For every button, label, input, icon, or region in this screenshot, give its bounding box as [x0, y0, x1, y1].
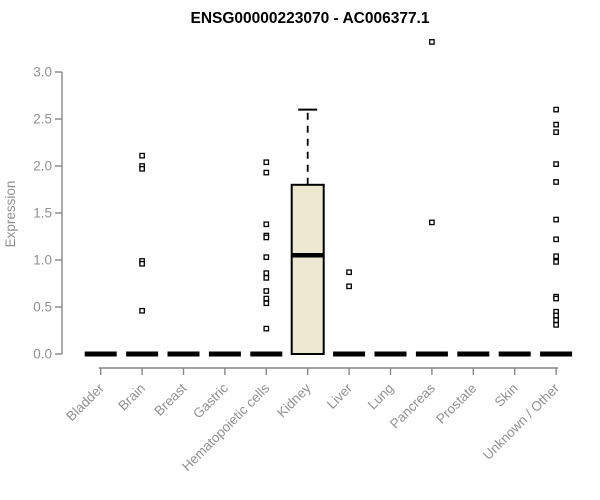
x-tick-label: Bladder: [63, 380, 107, 424]
outlier-point: [263, 295, 270, 302]
x-tick-label: Gastric: [190, 380, 231, 421]
y-tick-label: 3.0: [33, 65, 52, 80]
x-tick-label: Lung: [365, 381, 397, 413]
y-tick-label: 1.0: [33, 253, 52, 268]
outlier-point: [263, 325, 270, 332]
outlier-point: [553, 236, 559, 243]
outlier-point: [263, 288, 270, 294]
outlier-point: [346, 269, 352, 276]
outlier-point: [553, 259, 559, 265]
outlier-point: [553, 161, 559, 167]
outlier-point: [553, 322, 559, 328]
x-tick-label: Skin: [492, 381, 521, 410]
x-tick-label: Brain: [115, 381, 148, 414]
outlier-point: [553, 295, 559, 302]
y-tick-label: 0.0: [33, 347, 52, 362]
outlier-point: [346, 283, 352, 290]
box-kidney: [290, 183, 325, 355]
outlier-point: [263, 275, 270, 281]
y-tick-label: 0.5: [33, 300, 52, 315]
outlier-point: [139, 307, 145, 314]
y-tick-label: 2.5: [33, 112, 52, 127]
outlier-point: [553, 253, 559, 260]
outlier-point: [429, 39, 435, 45]
x-tick-label: Prostate: [433, 381, 479, 427]
outlier-point: [263, 169, 270, 176]
outlier-point: [263, 159, 270, 166]
outlier-point: [553, 317, 559, 324]
outlier-point: [553, 179, 559, 185]
y-tick-label: 1.5: [33, 206, 52, 221]
y-axis-label: Expression: [3, 181, 18, 248]
outlier-point: [263, 234, 270, 241]
outlier-point: [139, 152, 145, 159]
x-tick-label: Breast: [151, 380, 189, 418]
y-tick-label: 2.0: [33, 159, 52, 174]
outlier-point: [263, 254, 270, 261]
outlier-point: [139, 260, 145, 267]
outlier-point: [553, 216, 559, 223]
outlier-point: [429, 219, 435, 226]
chart-title: ENSG00000223070 - AC006377.1: [191, 10, 430, 27]
x-tick-label: Kidney: [274, 380, 314, 420]
outlier-point: [263, 300, 270, 307]
outlier-point: [553, 312, 559, 319]
outlier-point: [553, 121, 559, 128]
x-tick-label: Pancreas: [387, 380, 438, 431]
outlier-point: [263, 270, 270, 277]
x-tick-label: Liver: [324, 380, 356, 412]
outlier-point: [553, 106, 559, 113]
outlier-point: [553, 129, 559, 136]
outlier-point: [263, 221, 270, 228]
x-tick-label: Unknown / Other: [480, 380, 563, 463]
outlier-point: [139, 165, 145, 172]
